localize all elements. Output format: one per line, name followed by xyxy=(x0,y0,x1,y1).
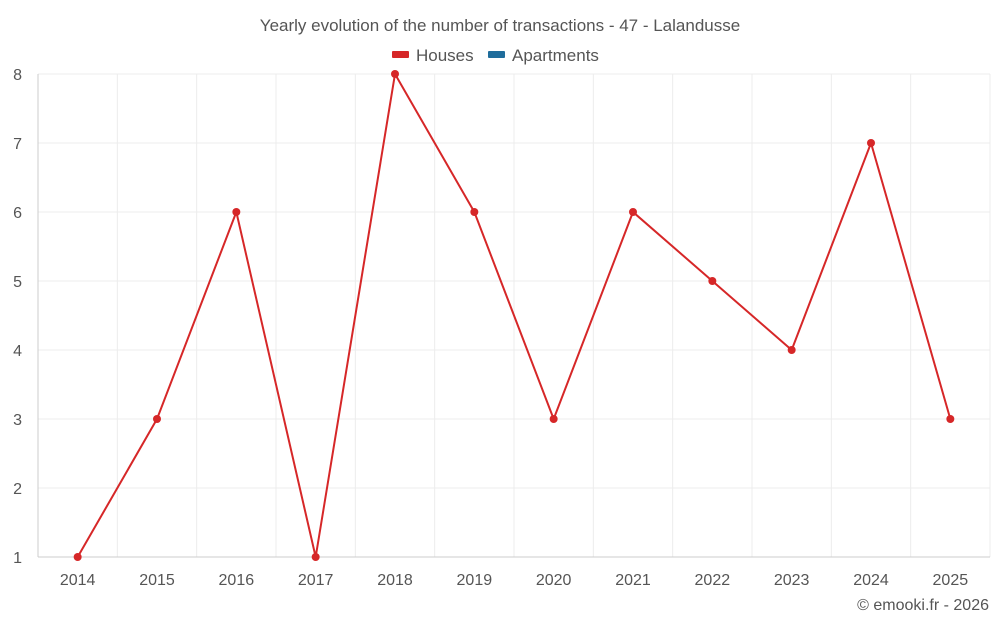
y-tick-labels: 1 2 3 4 5 6 7 8 xyxy=(13,67,22,567)
data-point-houses[interactable] xyxy=(232,208,241,216)
data-point-houses[interactable] xyxy=(708,277,717,285)
x-tick-label: 2024 xyxy=(853,572,889,589)
data-point-houses[interactable] xyxy=(629,208,637,216)
data-point-houses[interactable] xyxy=(311,553,320,561)
data-point-houses[interactable] xyxy=(549,415,558,423)
data-point-houses[interactable] xyxy=(391,70,399,78)
axes xyxy=(37,74,990,558)
data-point-houses[interactable] xyxy=(153,415,161,423)
x-tick-label: 2015 xyxy=(139,572,175,589)
data-point-houses[interactable] xyxy=(73,553,82,561)
x-tick-label: 2016 xyxy=(219,572,255,589)
x-tick-label: 2023 xyxy=(774,572,810,589)
y-tick-label: 1 xyxy=(13,550,22,567)
legend-label-apartments[interactable]: Apartments xyxy=(512,46,599,65)
y-tick-label: 8 xyxy=(13,67,22,84)
x-tick-label: 2018 xyxy=(377,572,413,589)
x-tick-label: 2020 xyxy=(536,572,572,589)
legend-label-houses[interactable]: Houses xyxy=(416,46,474,65)
y-tick-label: 4 xyxy=(13,343,22,360)
data-point-houses[interactable] xyxy=(867,139,875,147)
x-tick-label: 2021 xyxy=(615,572,651,589)
y-tick-label: 2 xyxy=(13,481,22,498)
credit-text: © emooki.fr - 2026 xyxy=(857,597,989,614)
legend: Houses Apartments xyxy=(392,46,599,65)
chart-title: Yearly evolution of the number of transa… xyxy=(260,16,740,35)
x-tick-label: 2019 xyxy=(457,572,493,589)
data-point-houses[interactable] xyxy=(470,208,479,216)
x-tick-labels: 2014 2015 2016 2017 2018 2019 2020 2021 2022 2023… xyxy=(60,572,968,589)
legend-swatch-apartments[interactable] xyxy=(488,51,505,58)
legend-swatch-houses[interactable] xyxy=(392,51,409,58)
series xyxy=(73,70,955,561)
y-tick-label: 7 xyxy=(13,136,22,153)
data-point-houses[interactable] xyxy=(946,415,955,423)
data-point-houses[interactable] xyxy=(787,346,796,354)
y-tick-label: 6 xyxy=(13,205,22,222)
series-line-houses xyxy=(76,73,952,558)
y-tick-label: 3 xyxy=(13,412,22,429)
x-tick-label: 2017 xyxy=(298,572,334,589)
y-tick-label: 5 xyxy=(13,274,22,291)
x-tick-label: 2025 xyxy=(933,572,969,589)
x-tick-label: 2014 xyxy=(60,572,96,589)
x-tick-label: 2022 xyxy=(695,572,731,589)
